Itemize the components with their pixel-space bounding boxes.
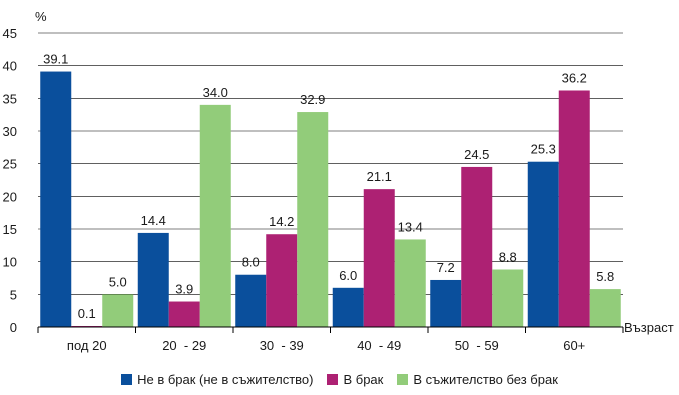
x-tick-label: 30 - 39 — [260, 338, 304, 353]
bar — [527, 161, 559, 327]
data-label: 24.5 — [464, 147, 489, 162]
data-label: 34.0 — [203, 85, 228, 100]
data-label: 14.4 — [141, 213, 166, 228]
bar — [137, 232, 169, 327]
bar — [558, 90, 590, 327]
legend-swatch — [397, 374, 409, 385]
x-tick-label: 20 - 29 — [162, 338, 206, 353]
data-label: 32.9 — [300, 92, 325, 107]
data-label: 8.8 — [499, 250, 517, 265]
y-tick-label: 20 — [3, 189, 17, 204]
legend-label: В съжителство без брак — [413, 372, 558, 387]
legend-swatch — [327, 374, 339, 385]
data-label: 36.2 — [562, 70, 587, 85]
bar — [266, 234, 298, 327]
x-tick-label: 60+ — [563, 338, 585, 353]
data-label: 0.1 — [78, 306, 96, 321]
legend-label: Не в брак (не в съжителство) — [137, 372, 314, 387]
bar — [363, 189, 395, 327]
data-label: 14.2 — [269, 214, 294, 229]
y-tick-label: 35 — [3, 91, 17, 106]
legend-label: В брак — [343, 372, 384, 387]
x-tick-label: 50 - 59 — [455, 338, 499, 353]
y-tick-label: 25 — [3, 157, 17, 172]
legend-item: В брак — [327, 372, 383, 387]
y-tick-label: 10 — [3, 255, 17, 270]
y-axis-label: % — [35, 9, 47, 24]
y-tick-label: 40 — [3, 59, 17, 74]
data-label: 39.1 — [43, 52, 68, 67]
data-label: 6.0 — [339, 268, 357, 283]
bar — [40, 71, 72, 328]
bar — [461, 166, 493, 327]
data-label: 7.2 — [437, 260, 455, 275]
bar — [199, 104, 231, 327]
bar — [492, 269, 524, 327]
y-tick-label: 0 — [10, 320, 17, 335]
x-axis-label: Възраст — [624, 320, 674, 335]
legend-item: Не в брак (не в съжителство) — [121, 372, 313, 387]
data-label: 5.0 — [109, 274, 127, 289]
y-axis-ticks: 0 5 10 15 20 25 30 35 40 45 — [3, 26, 17, 335]
x-tick-label: под 20 — [67, 338, 107, 353]
bar — [297, 112, 329, 327]
bar — [430, 279, 462, 327]
legend: Не в брак (не в съжителство) В брак В съжи… — [0, 372, 679, 387]
data-label: 5.8 — [596, 269, 614, 284]
y-tick-label: 15 — [3, 222, 17, 237]
y-tick-label: 30 — [3, 124, 17, 139]
x-tick-label: 40 - 49 — [357, 338, 401, 353]
gridlines — [38, 32, 623, 295]
bar — [589, 289, 621, 327]
y-tick-label: 45 — [3, 26, 17, 41]
y-tick-label: 5 — [10, 287, 17, 302]
data-label: 3.9 — [175, 282, 193, 297]
x-axis-ticks: под 20 20 - 29 30 - 39 40 - 49 50 - 59 60+ — [37, 327, 624, 353]
bars — [40, 71, 621, 328]
data-label: 25.3 — [531, 142, 556, 157]
data-label: 21.1 — [367, 169, 392, 184]
bar — [235, 274, 267, 327]
data-label: 13.4 — [398, 219, 423, 234]
bar — [332, 287, 364, 327]
data-labels: 39.1 0.1 5.0 14.4 3.9 34.0 8.0 14.2 32.9 6.0 21.1 1… — [43, 52, 614, 321]
bar — [168, 301, 200, 327]
bar — [102, 294, 134, 327]
data-label: 8.0 — [242, 255, 260, 270]
legend-item: В съжителство без брак — [397, 372, 558, 387]
bar-chart: 0 5 10 15 20 25 30 35 40 45 39.1 0.1 5.0 14.4 3.9 34.0… — [3, 9, 674, 353]
bar — [394, 239, 426, 327]
legend-swatch — [121, 374, 133, 385]
